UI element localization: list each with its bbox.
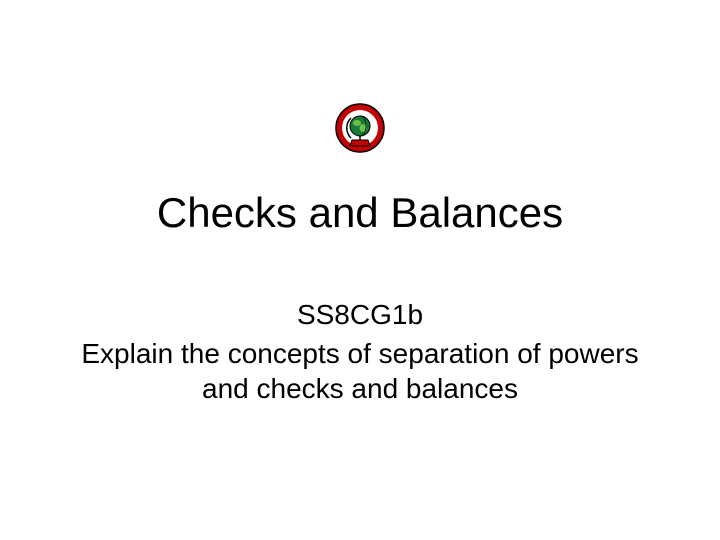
- standard-code: SS8CG1b: [80, 297, 640, 332]
- slide-container: Checks and Balances SS8CG1b Explain the …: [0, 0, 720, 540]
- slide-description: Explain the concepts of separation of po…: [81, 338, 638, 404]
- slide-title: Checks and Balances: [157, 189, 563, 237]
- slide-body: SS8CG1b Explain the concepts of separati…: [80, 297, 640, 406]
- globe-icon: [330, 100, 390, 165]
